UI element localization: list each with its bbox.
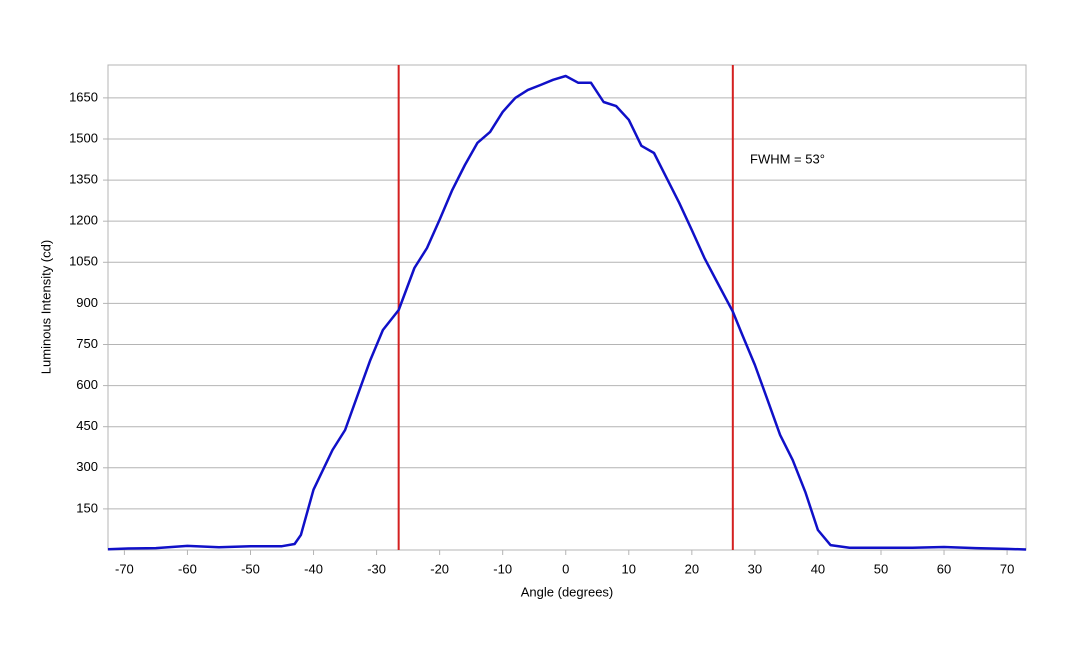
x-tick-label: 40 bbox=[811, 561, 825, 576]
x-tick-label: 30 bbox=[748, 561, 762, 576]
y-tick-label: 300 bbox=[76, 459, 98, 474]
x-tick-label: -20 bbox=[430, 561, 449, 576]
x-tick-label: -40 bbox=[304, 561, 323, 576]
y-tick-label: 1350 bbox=[69, 172, 98, 187]
x-tick-label: -60 bbox=[178, 561, 197, 576]
y-tick-label: 750 bbox=[76, 336, 98, 351]
line-series bbox=[107, 74, 1027, 551]
x-tick-label: 50 bbox=[874, 561, 888, 576]
x-tick-label: -10 bbox=[493, 561, 512, 576]
y-tick-label: 1200 bbox=[69, 213, 98, 228]
y-tick-label: 600 bbox=[76, 377, 98, 392]
x-tick-label: 60 bbox=[937, 561, 951, 576]
x-tick-label: -30 bbox=[367, 561, 386, 576]
y-axis-label: Luminous Intensity (cd) bbox=[38, 240, 53, 374]
plot-frame bbox=[107, 64, 1027, 551]
y-tick-label: 900 bbox=[76, 295, 98, 310]
x-tick-label: -70 bbox=[115, 561, 134, 576]
x-tick-label: 10 bbox=[622, 561, 636, 576]
y-tick-label: 1050 bbox=[69, 254, 98, 269]
x-tick-label: 70 bbox=[1000, 561, 1014, 576]
y-tick-label: 450 bbox=[76, 418, 98, 433]
x-axis-label: Angle (degrees) bbox=[521, 584, 614, 599]
x-tick-label: 0 bbox=[562, 561, 569, 576]
annotation: FWHM = 53° bbox=[750, 151, 825, 166]
x-tick-label: -50 bbox=[241, 561, 260, 576]
y-tick-label: 1500 bbox=[69, 130, 98, 145]
x-tick-label: 20 bbox=[685, 561, 699, 576]
y-tick-label: 1650 bbox=[69, 89, 98, 104]
y-tick-label: 150 bbox=[76, 500, 98, 515]
